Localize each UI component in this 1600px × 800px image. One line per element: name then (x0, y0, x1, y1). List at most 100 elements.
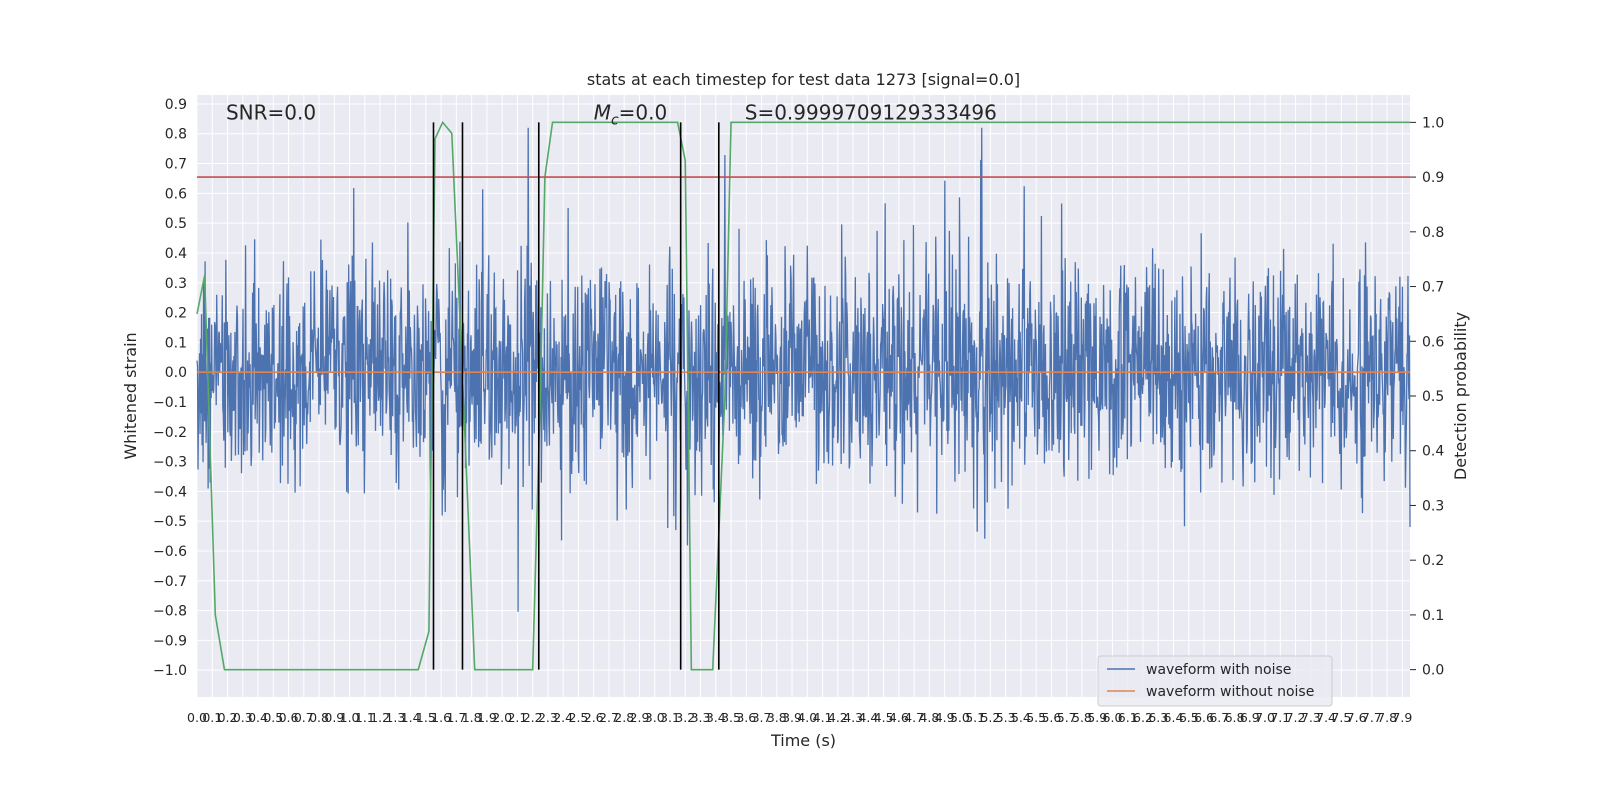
y-axis-label: Whitened strain (121, 332, 140, 459)
x-tick-label: 4.6 (889, 710, 909, 725)
y2-tick-label: 0.7 (1422, 280, 1444, 296)
x-tick-label: 1.8 (462, 710, 482, 725)
x-tick-label: 1.2 (370, 710, 390, 725)
y-tick-label: 0.2 (165, 306, 187, 322)
x-tick-label: 0.8 (309, 710, 329, 725)
y-tick-label: −0.5 (153, 514, 187, 530)
x-tick-label: 3.0 (645, 710, 665, 725)
legend-box (1097, 655, 1333, 707)
x-tick-label: 3.4 (706, 710, 726, 725)
x-tick-label: 6.4 (1164, 710, 1184, 725)
x-tick-label: 1.3 (385, 710, 405, 725)
x-tick-label: 3.9 (782, 710, 802, 725)
x-tick-label: 3.7 (752, 710, 772, 725)
x-tick-label: 7.7 (1362, 710, 1382, 725)
chart-title: stats at each timestep for test data 127… (587, 70, 1020, 89)
x-tick-label: 2.8 (614, 710, 634, 725)
x-tick-label: 6.1 (1118, 710, 1138, 725)
y2-axis-label: Detection probability (1451, 312, 1470, 480)
x-tick-label: 5.9 (1087, 710, 1107, 725)
vertical-markers (432, 122, 720, 670)
x-tick-label: 5.7 (1057, 710, 1077, 725)
annotation-mc-sub: c (611, 112, 619, 128)
x-tick-label: 1.1 (355, 710, 375, 725)
x-tick-label: 5.1 (965, 710, 985, 725)
y-tick-label: −0.7 (153, 574, 187, 590)
y-tick-label: −0.8 (153, 604, 187, 620)
y-tick-label: −0.4 (153, 484, 187, 500)
y2-tick-label: 0.0 (1422, 663, 1444, 679)
x-tick-label: 5.6 (1041, 710, 1061, 725)
x-tick-label: 6.6 (1194, 710, 1214, 725)
x-tick-label: 6.2 (1133, 710, 1153, 725)
legend-label-waveform-with-noise: waveform with noise (1146, 662, 1291, 678)
x-tick-label: 4.4 (858, 710, 878, 725)
x-tick-label: 4.8 (919, 710, 939, 725)
x-tick-label: 7.5 (1331, 710, 1351, 725)
x-tick-label: 0.1 (202, 710, 222, 725)
x-tick-label: 5.2 (980, 710, 1000, 725)
waveform-with-noise-line (196, 127, 1411, 612)
x-tick-label: 6.5 (1179, 710, 1199, 725)
y2-tick-label: 0.3 (1422, 498, 1444, 514)
y-tick-label: −1.0 (153, 663, 187, 679)
y2-tick-label: 0.8 (1422, 225, 1444, 241)
x-tick-label: 4.2 (828, 710, 848, 725)
x-tick-label: 6.9 (1240, 710, 1260, 725)
x-tick-label: 4.5 (874, 710, 894, 725)
x-tick-label: 5.4 (1011, 710, 1031, 725)
y2-tick-label: 1.0 (1422, 115, 1444, 131)
x-tick-label: 6.0 (1103, 710, 1123, 725)
annotation-mc-main: M (594, 100, 611, 124)
annotation-snr: SNR=0.0 (226, 100, 316, 124)
x-tick-label: 2.9 (630, 710, 650, 725)
x-tick-label: 0.0 (187, 710, 207, 725)
annotation-mc-rest: =0.0 (619, 100, 668, 124)
x-tick-label: 0.9 (324, 710, 344, 725)
annotation-mc: Mc=0.0 (594, 100, 668, 128)
y2-tick-label: 0.5 (1422, 389, 1444, 405)
x-tick-label: 3.6 (736, 710, 756, 725)
x-tick-label: 6.8 (1225, 710, 1245, 725)
x-tick-label: 1.4 (401, 710, 421, 725)
x-tick-label: 5.5 (1026, 710, 1046, 725)
y-tick-label: 0.9 (165, 97, 187, 113)
x-tick-label: 7.2 (1286, 710, 1306, 725)
x-tick-label: 3.3 (691, 710, 711, 725)
y2-tick-label: 0.6 (1422, 334, 1444, 350)
x-tick-label: 5.8 (1072, 710, 1092, 725)
x-tick-label: 2.6 (584, 710, 604, 725)
y-tick-label: −0.1 (153, 395, 187, 411)
series-waveform-with-noise (196, 127, 1411, 612)
x-tick-label: 0.5 (263, 710, 283, 725)
x-tick-label: 3.2 (675, 710, 695, 725)
x-tick-label: 6.7 (1209, 710, 1229, 725)
x-tick-label: 7.9 (1392, 710, 1412, 725)
y-tick-label: 0.7 (165, 157, 187, 173)
x-tick-label: 3.1 (660, 710, 680, 725)
x-tick-label: 4.9 (935, 710, 955, 725)
x-tick-label: 7.0 (1255, 710, 1275, 725)
y2-tick-label: 0.2 (1422, 553, 1444, 569)
y-tick-label: −0.9 (153, 633, 187, 649)
x-tick-label: 1.7 (446, 710, 466, 725)
y-tick-label: 0.4 (165, 246, 187, 262)
x-tick-label: 1.6 (431, 710, 451, 725)
x-tick-label: 2.3 (538, 710, 558, 725)
x-tick-label: 7.6 (1347, 710, 1367, 725)
x-tick-label: 1.0 (340, 710, 360, 725)
x-tick-label: 2.5 (569, 710, 589, 725)
y-tick-label: −0.2 (153, 425, 187, 441)
y-tick-label: −0.3 (153, 455, 187, 471)
x-tick-label: 3.5 (721, 710, 741, 725)
x-tick-label: 0.4 (248, 710, 268, 725)
x-tick-label: 2.0 (492, 710, 512, 725)
y-tick-label: 0.8 (165, 127, 187, 143)
x-tick-label: 2.2 (523, 710, 543, 725)
x-tick-label: 4.7 (904, 710, 924, 725)
x-tick-label: 0.3 (233, 710, 253, 725)
y-tick-label: 0.1 (165, 335, 187, 351)
y2-tick-label: 0.9 (1422, 170, 1444, 186)
x-tick-label: 7.1 (1270, 710, 1290, 725)
